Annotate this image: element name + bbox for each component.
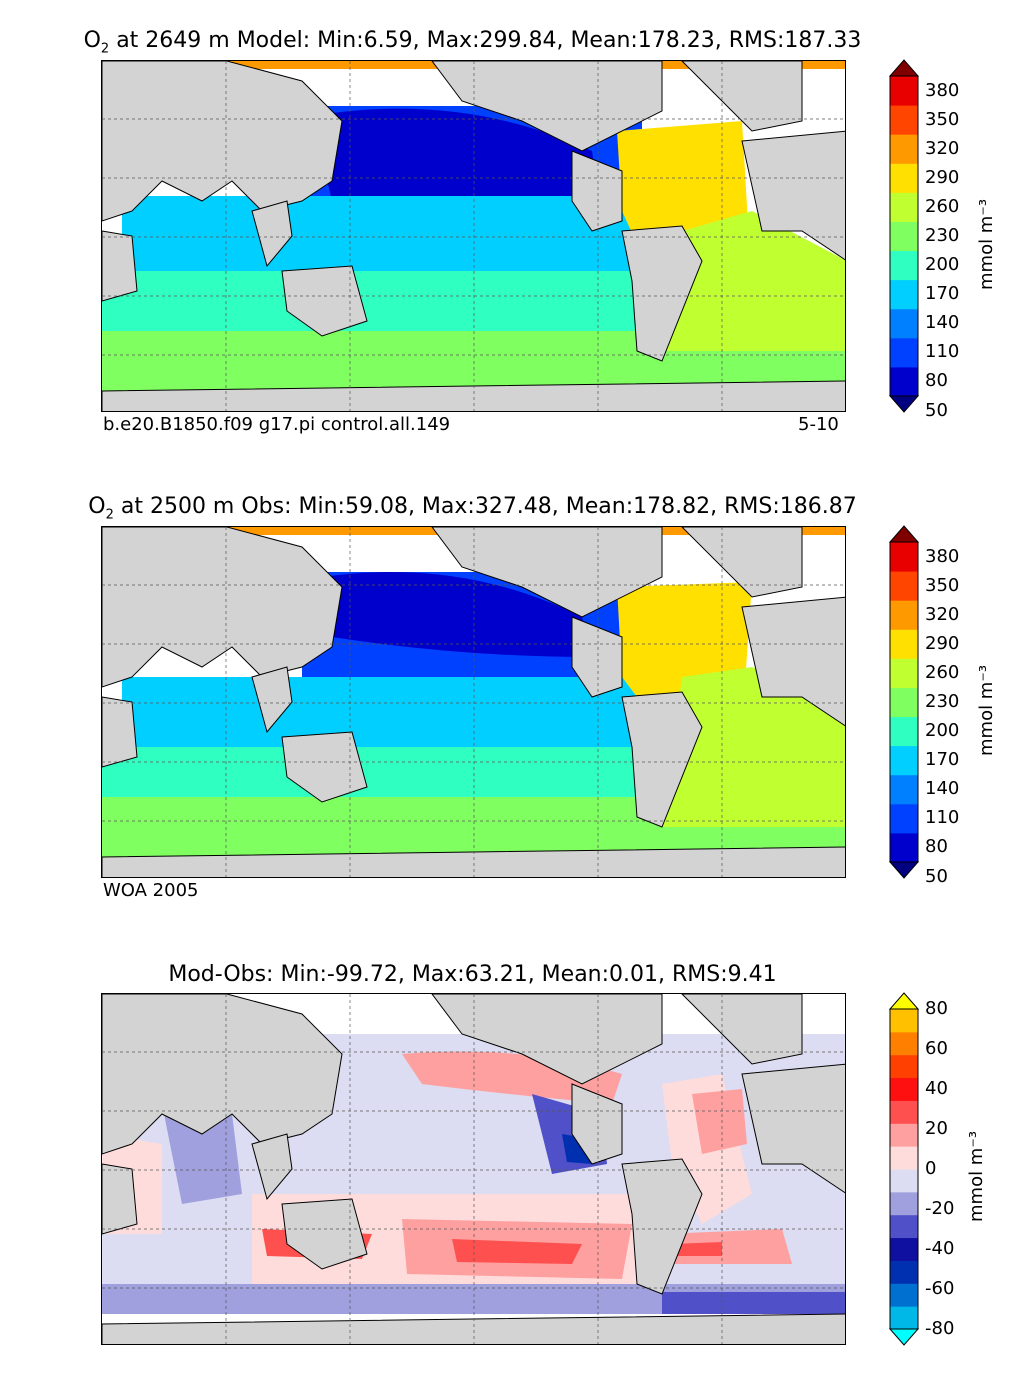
panel-1-caption-left: b.e20.B1850.f09 g17.pi control.all.149 xyxy=(103,414,451,435)
colorbar-segment xyxy=(890,76,918,106)
panel-3-colorbar-svg xyxy=(888,992,920,1346)
panel-2-colorbar-svg xyxy=(888,525,920,879)
colorbar-segment xyxy=(890,221,918,252)
colorbar-segment xyxy=(890,629,918,659)
panel-1-colorbar xyxy=(888,59,920,413)
colorbar-segment xyxy=(890,366,918,397)
colorbar-tick-label: 350 xyxy=(925,574,960,596)
panel-2-title: O2 at 2500 m Obs: Min:59.08, Max:327.48,… xyxy=(88,494,857,523)
colorbar-upper-extension xyxy=(888,992,920,1010)
panel-1-colorbar-units: mmol m⁻³ xyxy=(976,198,997,290)
colorbar-tick-label: 50 xyxy=(925,399,948,421)
colorbar-segment xyxy=(890,774,918,805)
panel-2-map-svg xyxy=(102,527,845,877)
colorbar-segment xyxy=(890,1283,918,1307)
colorbar-tick-label: 350 xyxy=(925,108,960,130)
colorbar-tick-label: 170 xyxy=(925,749,960,771)
colorbar-segment xyxy=(890,832,918,863)
colorbar-tick-label: 110 xyxy=(925,341,960,363)
colorbar-tick-label: 260 xyxy=(925,661,960,683)
colorbar-segment xyxy=(890,1054,918,1079)
colorbar-segment xyxy=(890,716,918,747)
colorbar-tick-label: 140 xyxy=(925,312,960,334)
colorbar-tick-label: 290 xyxy=(925,166,960,188)
colorbar-tick-label: 170 xyxy=(925,283,960,305)
colorbar-lower-extension xyxy=(888,861,920,879)
colorbar-segment xyxy=(890,1169,918,1193)
colorbar-tick-label: 200 xyxy=(925,720,960,742)
colorbar-segment xyxy=(890,1077,918,1101)
colorbar-lower-extension xyxy=(888,395,920,413)
colorbar-tick-label: -60 xyxy=(925,1278,955,1299)
colorbar-segment xyxy=(890,687,918,718)
colorbar-segment xyxy=(890,1214,918,1239)
colorbar-tick-label: 320 xyxy=(925,137,960,159)
panel-1-caption-right: 5-10 xyxy=(798,414,839,435)
colorbar-segment xyxy=(890,1191,918,1216)
colorbar-segment xyxy=(890,745,918,776)
colorbar-segment xyxy=(890,134,918,164)
colorbar-tick-label: 290 xyxy=(925,632,960,654)
panel-2-caption-left: WOA 2005 xyxy=(103,880,199,901)
colorbar-tick-label: 200 xyxy=(925,254,960,276)
panel-3-colorbar-units: mmol m⁻³ xyxy=(966,1130,987,1222)
colorbar-tick-label: 230 xyxy=(925,691,960,712)
colorbar-segment xyxy=(890,658,918,688)
colorbar-segment xyxy=(890,1306,918,1330)
colorbar-tick-label: 50 xyxy=(925,865,948,887)
colorbar-tick-label: -40 xyxy=(925,1238,955,1259)
colorbar-tick-label: 320 xyxy=(925,603,960,625)
colorbar-segment xyxy=(890,308,918,339)
colorbar-tick-label: 380 xyxy=(925,545,960,567)
colorbar-frame xyxy=(889,1008,919,1330)
colorbar-tick-label: 260 xyxy=(925,195,960,217)
colorbar-segment xyxy=(890,192,918,222)
colorbar-tick-label: 80 xyxy=(925,998,948,1019)
colorbar-segment xyxy=(890,1260,918,1284)
colorbar-segment xyxy=(890,1146,918,1170)
colorbar-segment xyxy=(890,105,918,135)
colorbar-tick-label: 40 xyxy=(925,1078,948,1099)
colorbar-tick-label: 140 xyxy=(925,778,960,800)
panel-2-colorbar xyxy=(888,525,920,879)
colorbar-segment xyxy=(890,1123,918,1147)
colorbar-tick-label: 110 xyxy=(925,807,960,829)
colorbar-tick-label: -20 xyxy=(925,1198,955,1219)
colorbar-segment xyxy=(890,250,918,281)
colorbar-segment xyxy=(890,1009,918,1033)
colorbar-tick-label: 230 xyxy=(925,225,960,246)
colorbar-tick-label: 80 xyxy=(925,836,948,858)
panel-2-colorbar-units: mmol m⁻³ xyxy=(976,664,997,756)
panel-3-map-svg xyxy=(102,994,845,1344)
colorbar-segment xyxy=(890,600,918,630)
colorbar-tick-label: 80 xyxy=(925,370,948,392)
panel-1-map xyxy=(101,60,846,412)
panel-3-map xyxy=(101,993,846,1345)
colorbar-tick-label: 60 xyxy=(925,1038,948,1059)
colorbar-tick-label: 20 xyxy=(925,1118,948,1139)
panel-3-title: Mod-Obs: Min:-99.72, Max:63.21, Mean:0.0… xyxy=(168,962,777,987)
panel-2-map xyxy=(101,526,846,878)
colorbar-segment xyxy=(890,337,918,368)
colorbar-upper-extension xyxy=(888,59,920,77)
colorbar-frame xyxy=(889,75,919,397)
panel-1-colorbar-svg xyxy=(888,59,920,413)
colorbar-segment xyxy=(890,571,918,601)
panel-1-title: O2 at 2649 m Model: Min:6.59, Max:299.84… xyxy=(83,28,862,57)
panel-1-map-svg xyxy=(102,61,845,411)
colorbar-tick-label: 380 xyxy=(925,79,960,101)
colorbar-segment xyxy=(890,542,918,572)
colorbar-segment xyxy=(890,1031,918,1056)
colorbar-lower-extension xyxy=(888,1328,920,1346)
colorbar-tick-label: -80 xyxy=(925,1318,955,1339)
colorbar-upper-extension xyxy=(888,525,920,543)
panel-3-colorbar xyxy=(888,992,920,1346)
colorbar-frame xyxy=(889,541,919,863)
colorbar-segment xyxy=(890,1237,918,1261)
colorbar-segment xyxy=(890,163,918,193)
colorbar-segment xyxy=(890,1100,918,1124)
colorbar-tick-label: 0 xyxy=(925,1158,937,1179)
colorbar-segment xyxy=(890,279,918,310)
colorbar-segment xyxy=(890,803,918,834)
